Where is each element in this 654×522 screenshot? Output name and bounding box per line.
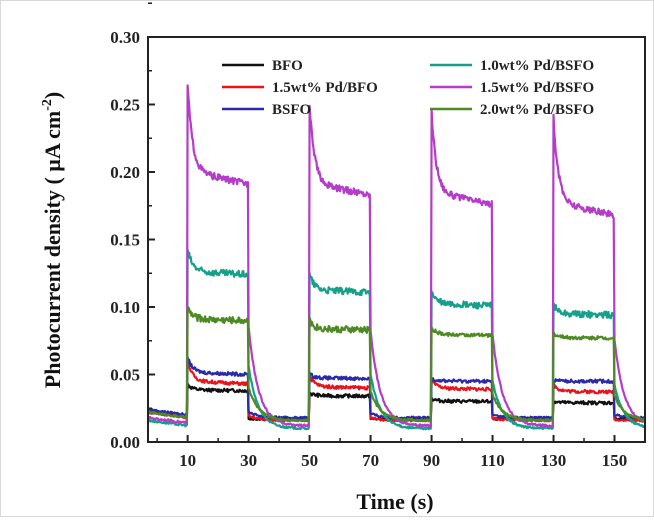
y-axis-title-end: ): [40, 92, 65, 99]
x-tick-label: 90: [423, 451, 440, 470]
x-tick-label: 110: [480, 451, 505, 470]
y-tick-label: 0.20: [110, 163, 140, 182]
legend-label: 1.0wt% Pd/BSFO: [480, 58, 594, 74]
x-tick-label: 10: [179, 451, 196, 470]
y-tick-label: 0.05: [110, 366, 140, 385]
y-axis-title-main: Photocurrent density ( µA cm: [40, 111, 65, 388]
legend-label: 1.5wt% Pd/BFO: [272, 80, 378, 96]
y-tick-label: 0.15: [110, 231, 140, 250]
y-tick-label: 0.25: [110, 96, 140, 115]
y-tick-label: 0.30: [110, 28, 140, 47]
x-tick-label: 150: [602, 451, 628, 470]
legend-label: 2.0wt% Pd/BSFO: [480, 102, 594, 118]
x-axis-title: Time (s): [356, 489, 433, 514]
legend-label: BFO: [272, 58, 303, 74]
x-tick-label: 30: [240, 451, 257, 470]
legend-label: 1.5wt% Pd/BSFO: [480, 80, 594, 96]
x-tick-label: 50: [301, 451, 318, 470]
legend-label: BSFO: [272, 102, 311, 118]
y-tick-label: 0.10: [110, 298, 140, 317]
x-tick-label: 70: [362, 451, 379, 470]
y-tick-label: 0.00: [110, 433, 140, 452]
y-axis-title: Photocurrent density ( µA cm-2): [40, 92, 65, 388]
x-tick-label: 130: [541, 451, 567, 470]
y-axis-title-exponent: -2: [40, 99, 55, 111]
